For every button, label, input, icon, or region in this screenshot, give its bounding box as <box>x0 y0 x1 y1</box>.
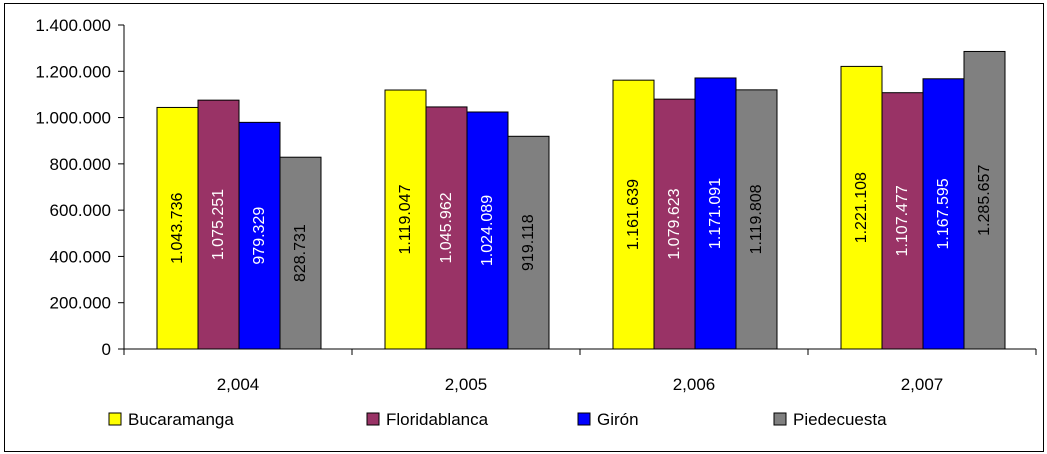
bar <box>156 106 199 350</box>
x-tick-label: 2,004 <box>217 375 260 394</box>
bar <box>922 78 965 350</box>
data-label: 1.119.047 <box>397 184 414 254</box>
bar <box>881 92 924 350</box>
data-label: 1.221.108 <box>853 172 870 243</box>
legend-swatch <box>773 412 787 426</box>
data-label: 1.119.808 <box>748 184 765 254</box>
data-label: 1.285.657 <box>976 165 993 236</box>
y-tick-label: 200.000 <box>50 294 111 313</box>
data-label: 919.118 <box>520 214 537 271</box>
y-tick-label: 800.000 <box>50 155 111 174</box>
bar <box>612 79 655 350</box>
y-tick-label: 1.400.000 <box>35 16 111 35</box>
data-label: 1.045.962 <box>438 192 455 263</box>
legend-label: Piedecuesta <box>793 410 887 429</box>
bars <box>156 50 1006 350</box>
legend-swatch <box>366 412 380 426</box>
legend-label: Girón <box>597 410 639 429</box>
y-tick-label: 600.000 <box>50 201 111 220</box>
bar <box>238 121 281 350</box>
data-label: 1.161.639 <box>625 179 642 250</box>
x-tick-label: 2,005 <box>445 375 488 394</box>
bar <box>694 77 737 350</box>
bar <box>735 89 778 350</box>
data-label: 1.079.623 <box>666 188 683 259</box>
data-label: 828.731 <box>292 224 309 282</box>
y-tick-label: 0 <box>102 340 111 359</box>
legend: Bucaramanga Floridablanca Girón Piedecuesta <box>108 410 887 429</box>
x-tick-label: 2,006 <box>673 375 716 394</box>
data-label: 1.167.595 <box>935 178 952 249</box>
data-label: 1.075.251 <box>210 189 227 260</box>
bar <box>279 156 322 350</box>
bar <box>507 135 550 350</box>
legend-label: Bucaramanga <box>128 410 234 429</box>
x-tick-label: 2,007 <box>901 375 944 394</box>
bar <box>425 106 468 350</box>
data-labels: 1.043.736 1.075.251 979.329 828.731 1.119.04… <box>169 165 993 282</box>
bar <box>963 50 1006 350</box>
data-label: 979.329 <box>251 207 268 265</box>
data-label: 1.171.091 <box>707 178 724 249</box>
data-label: 1.107.477 <box>894 185 911 256</box>
bar <box>466 111 509 350</box>
data-label: 1.043.736 <box>169 193 186 264</box>
y-tick-label: 1.000.000 <box>35 109 111 128</box>
bar <box>384 89 427 350</box>
y-tick-label: 400.000 <box>50 247 111 266</box>
legend-swatch <box>108 412 122 426</box>
legend-label: Floridablanca <box>386 410 489 429</box>
bar <box>653 98 696 350</box>
legend-swatch <box>577 412 591 426</box>
y-tick-label: 1.200.000 <box>35 62 111 81</box>
data-label: 1.024.089 <box>479 195 496 266</box>
